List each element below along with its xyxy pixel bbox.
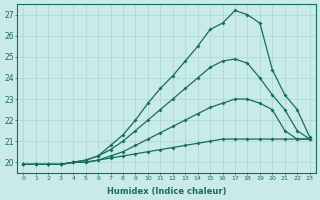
- X-axis label: Humidex (Indice chaleur): Humidex (Indice chaleur): [107, 187, 226, 196]
